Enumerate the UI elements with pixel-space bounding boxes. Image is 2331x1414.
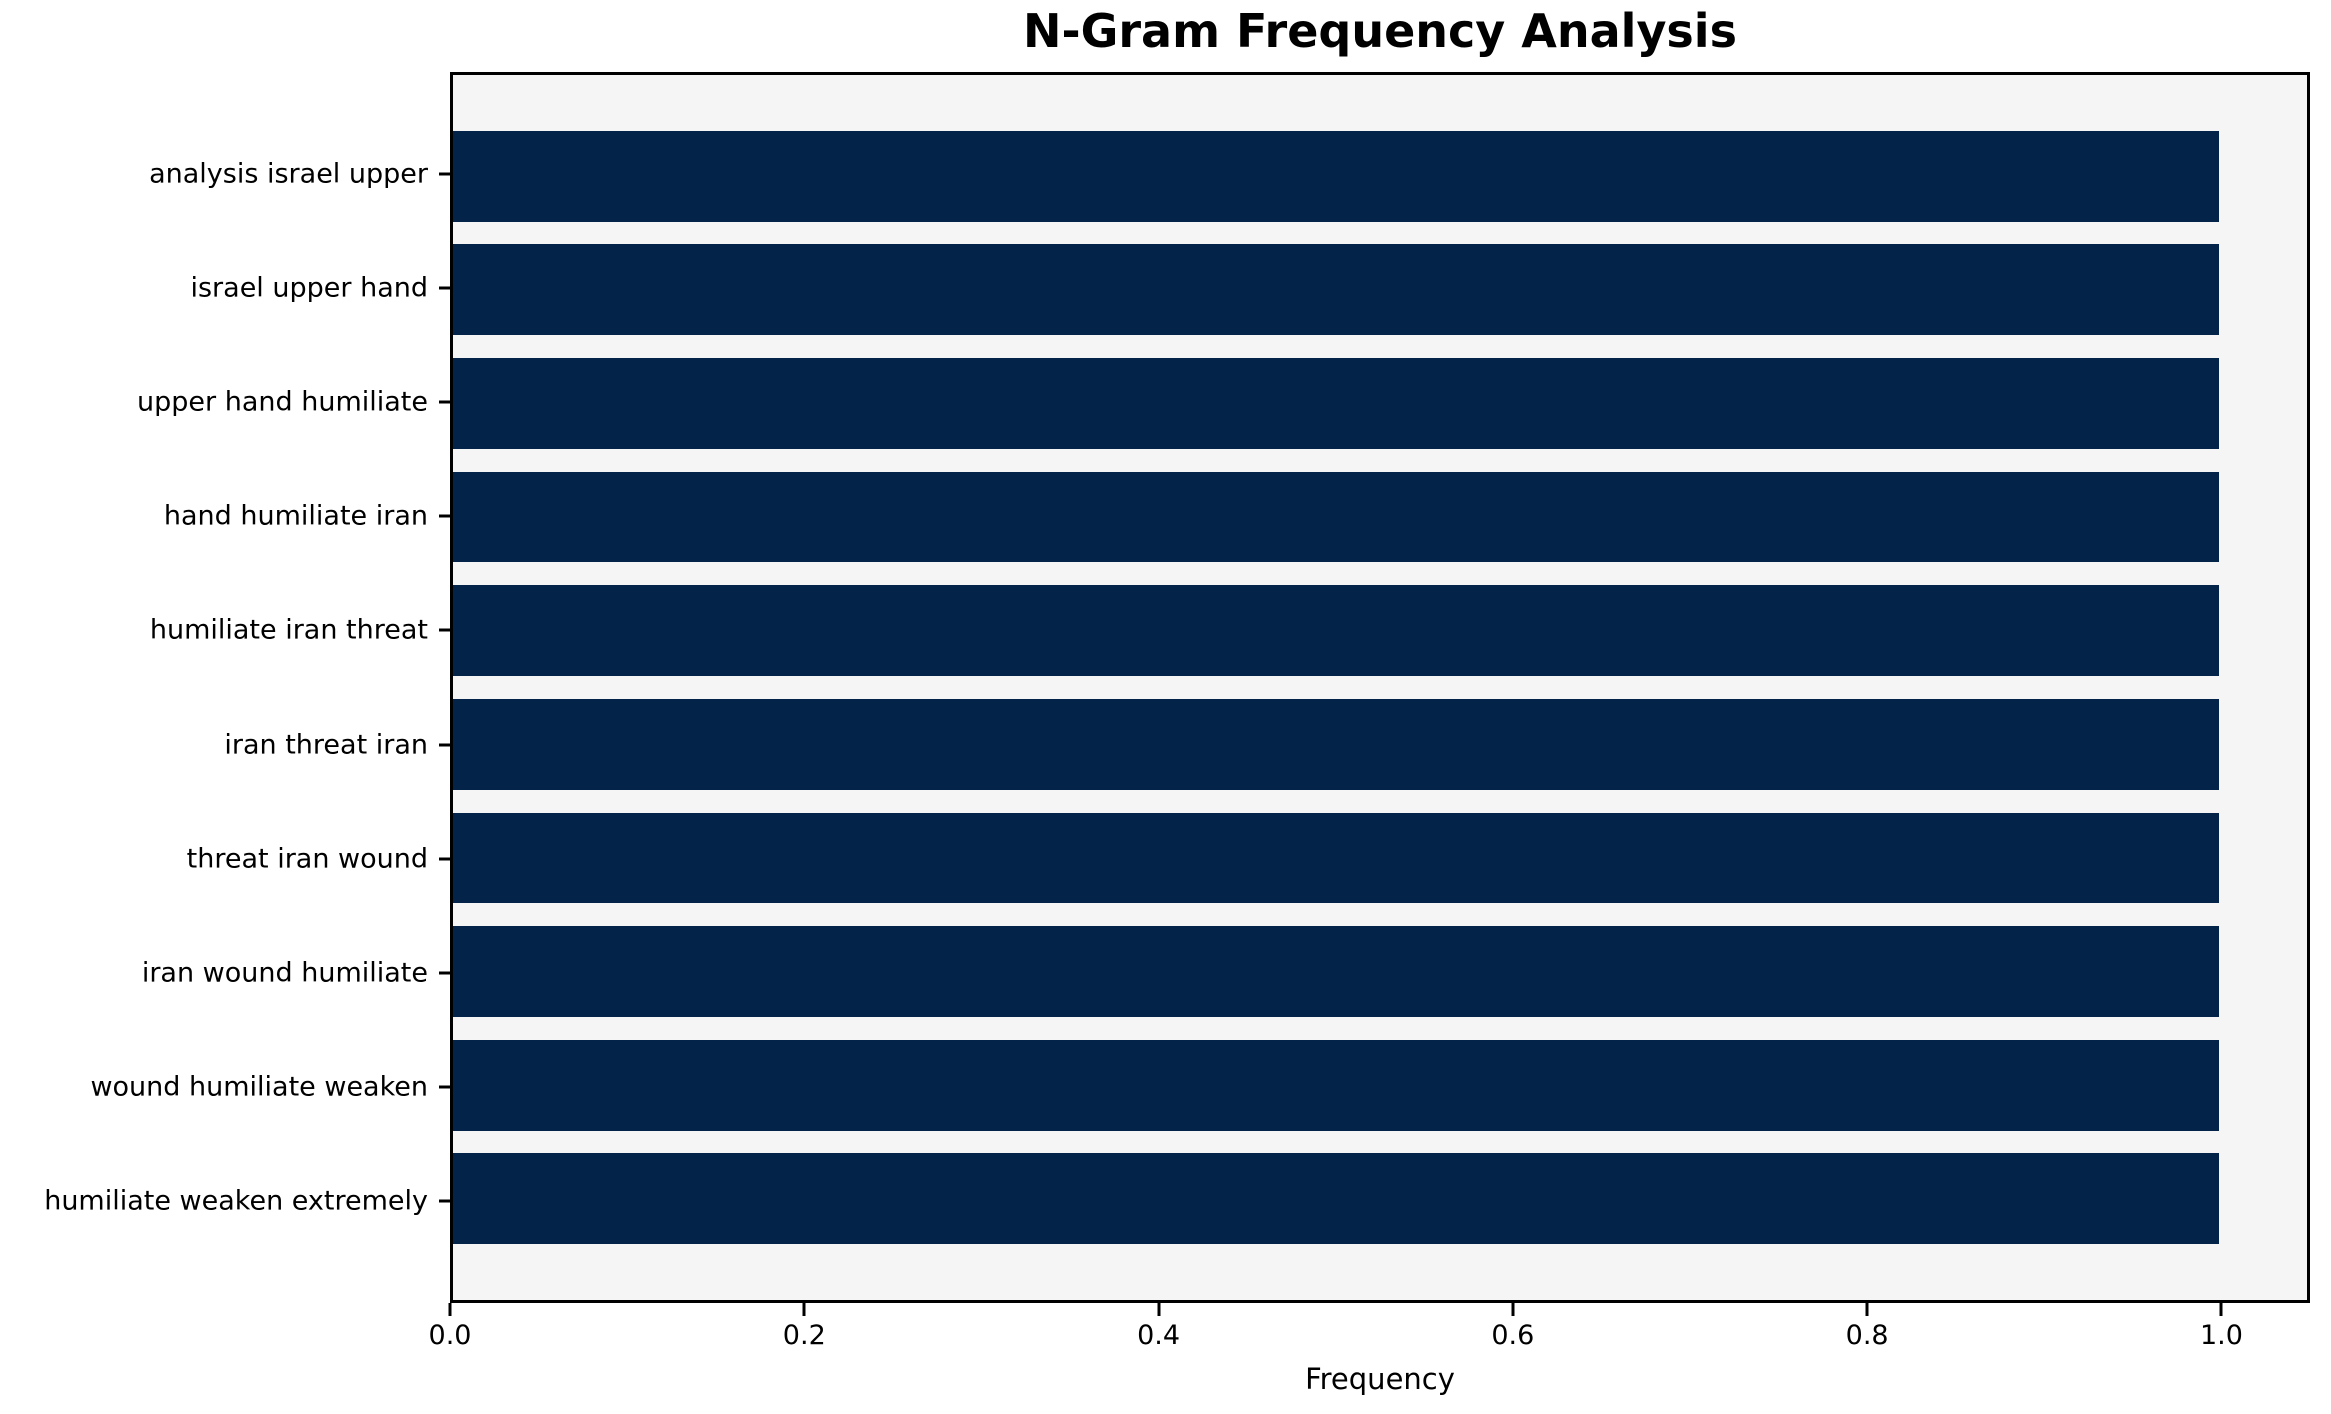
x-tick-label: 0.8 xyxy=(1845,1320,1889,1351)
x-tick-mark xyxy=(1865,1303,1869,1316)
y-tick-mark xyxy=(439,514,450,518)
x-tick-label: 1.0 xyxy=(2199,1320,2243,1351)
y-tick-label: humiliate weaken extremely xyxy=(44,1185,428,1217)
y-tick-label: iran wound humiliate xyxy=(141,957,428,989)
x-tick-mark xyxy=(1157,1303,1161,1316)
bar xyxy=(453,471,2219,563)
y-tick-mark xyxy=(439,172,450,176)
y-tick-label: threat iran wound xyxy=(186,843,428,875)
y-axis: analysis israel upper israel upper hand up… xyxy=(0,72,450,1303)
y-tick-mark xyxy=(439,1085,450,1089)
bar xyxy=(453,1153,2219,1245)
x-axis-label: Frequency xyxy=(1305,1362,1455,1396)
x-tick-mark xyxy=(2219,1303,2223,1316)
y-tick-mark xyxy=(439,1199,450,1203)
x-axis: 0.0 0.2 0.4 0.6 0.8 1.0 xyxy=(429,1303,2310,1373)
bar xyxy=(453,357,2219,449)
y-tick-mark xyxy=(439,400,450,404)
y-tick-mark xyxy=(439,286,450,290)
bar xyxy=(453,244,2219,336)
y-tick-label: hand humiliate iran xyxy=(163,500,428,532)
y-tick-label: analysis israel upper xyxy=(149,158,428,190)
x-tick-label: 0.4 xyxy=(1137,1320,1181,1351)
x-tick-label: 0.6 xyxy=(1491,1320,1535,1351)
y-tick-label: iran threat iran xyxy=(224,729,428,761)
x-tick-mark xyxy=(1511,1303,1515,1316)
x-tick-mark xyxy=(448,1303,452,1316)
bar xyxy=(453,812,2219,904)
x-tick-label: 0.2 xyxy=(782,1320,826,1351)
y-tick-mark xyxy=(439,743,450,747)
y-tick-mark xyxy=(439,628,450,632)
y-tick-label: upper hand humiliate xyxy=(137,386,428,418)
bar xyxy=(453,130,2219,222)
bar xyxy=(453,926,2219,1018)
bar xyxy=(453,585,2219,677)
chart-title: N-Gram Frequency Analysis xyxy=(1023,4,1737,58)
y-tick-label: wound humiliate weaken xyxy=(90,1071,428,1103)
bar xyxy=(453,698,2219,790)
x-tick-label: 0.0 xyxy=(428,1320,472,1351)
y-tick-label: israel upper hand xyxy=(190,272,428,304)
x-tick-mark xyxy=(802,1303,806,1316)
y-tick-label: humiliate iran threat xyxy=(149,614,428,646)
plot-area xyxy=(450,72,2310,1303)
bar xyxy=(453,1039,2219,1131)
y-tick-mark xyxy=(439,857,450,861)
y-tick-mark xyxy=(439,971,450,975)
